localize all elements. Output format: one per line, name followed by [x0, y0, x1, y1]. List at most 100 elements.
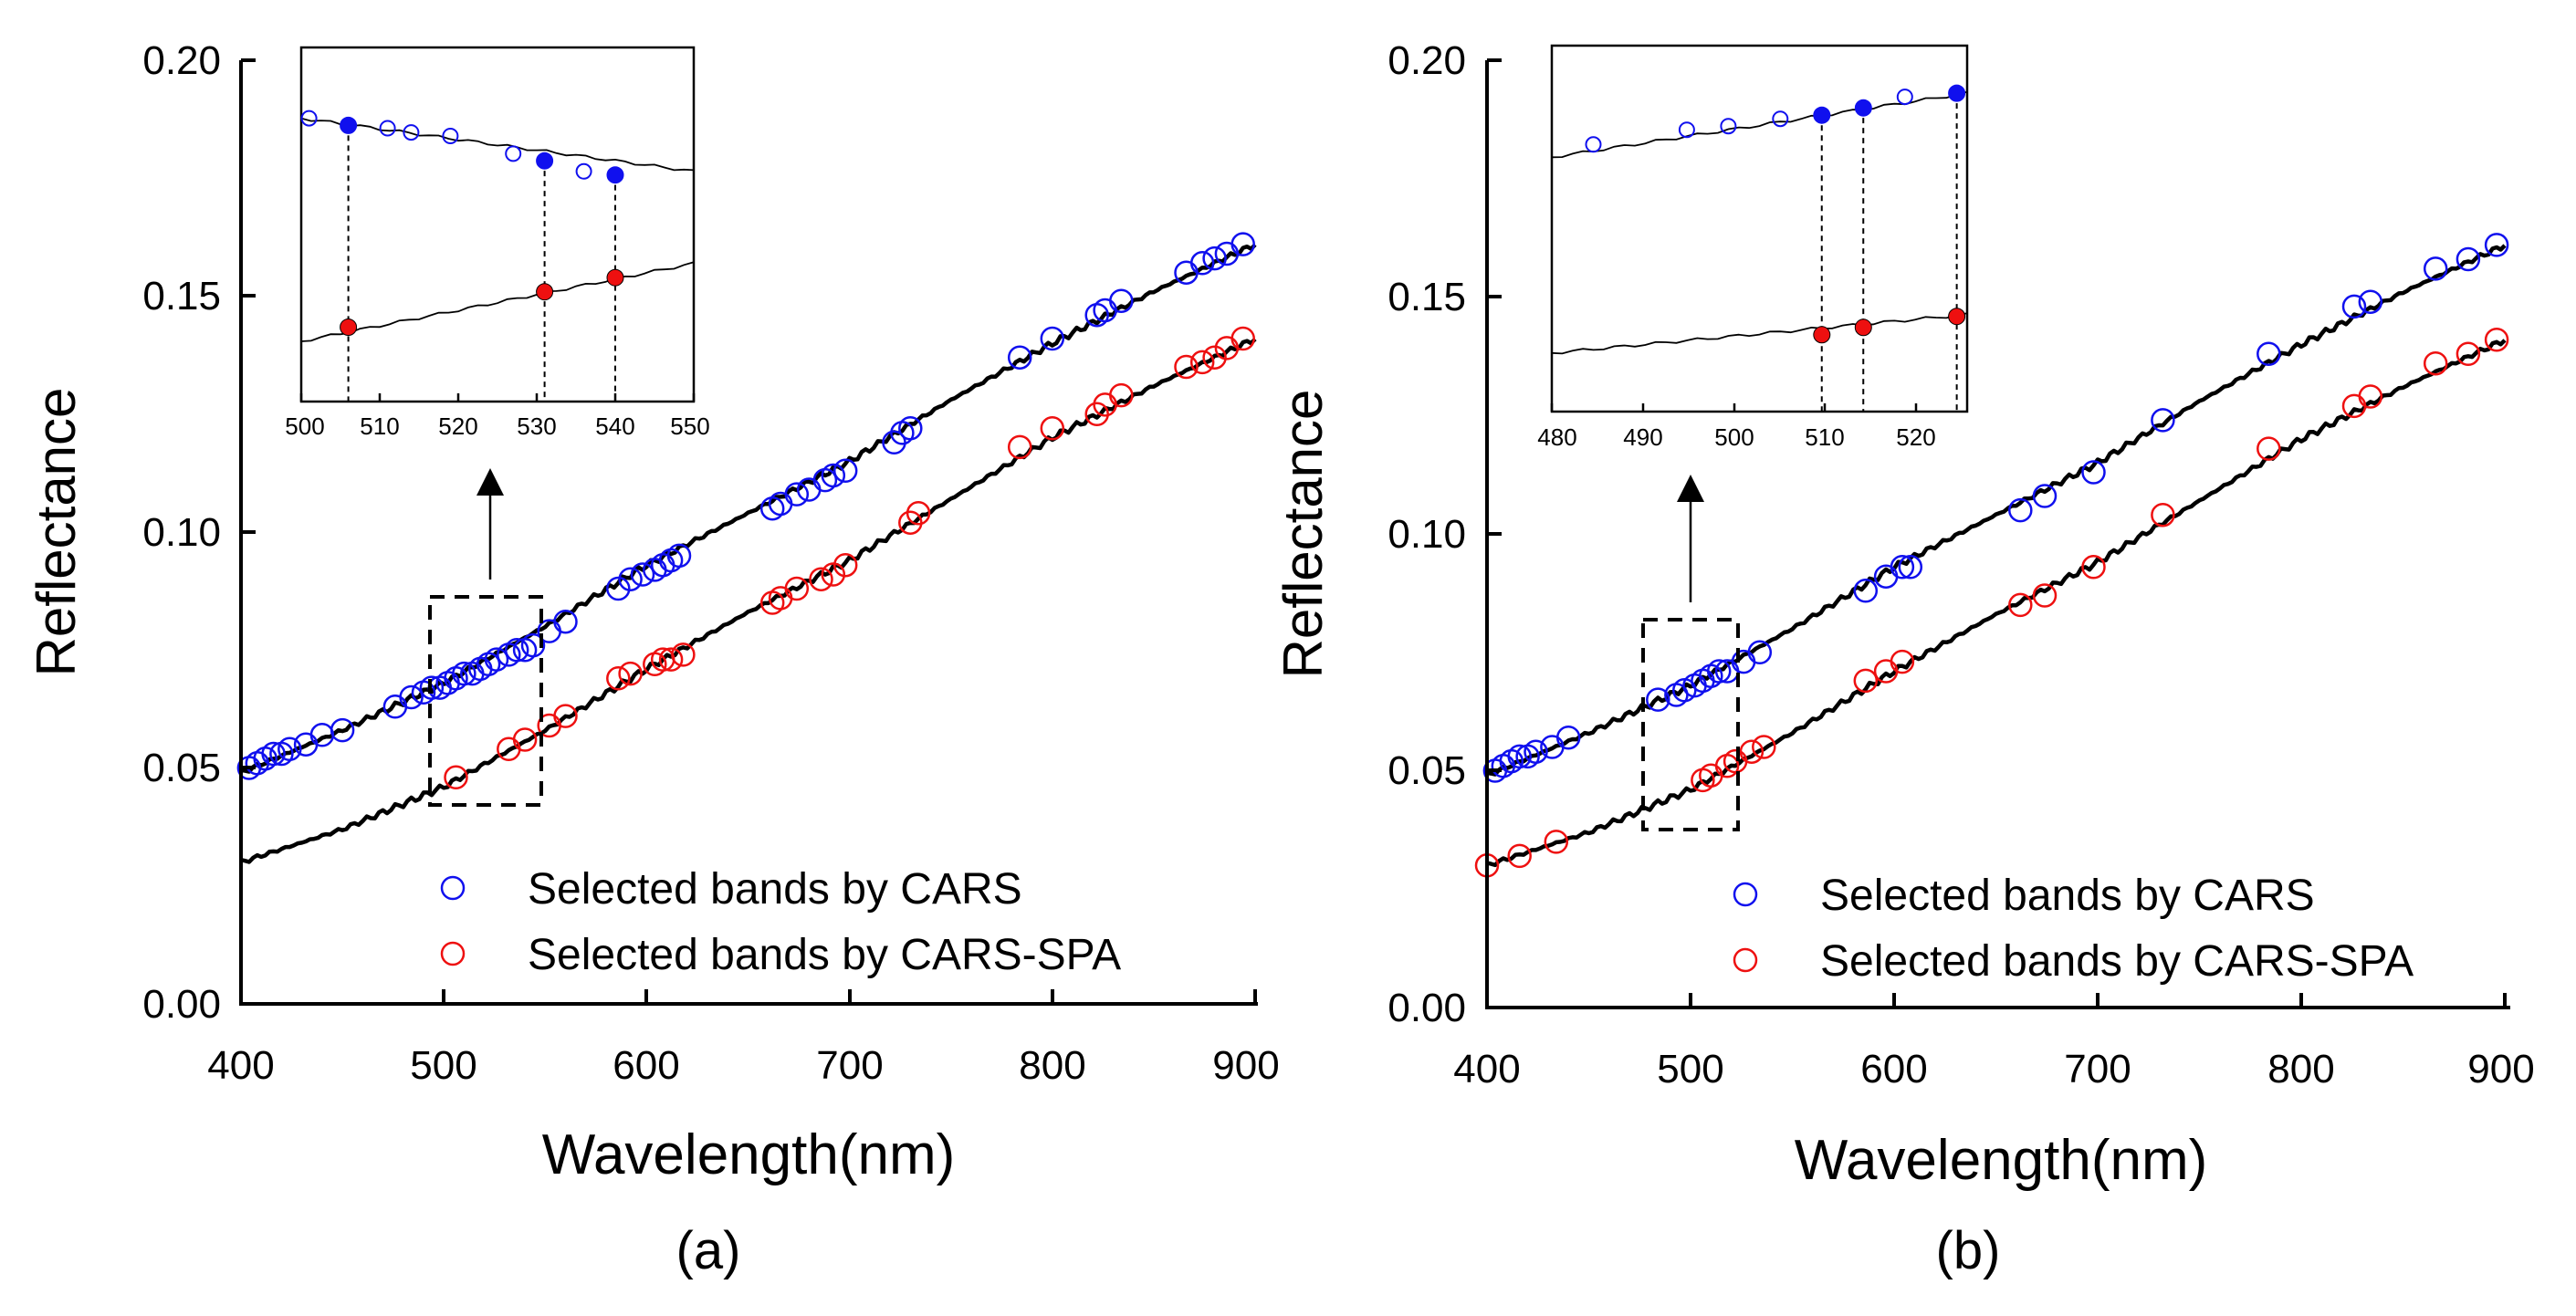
panel-b-xtick-label: 700 — [2064, 1047, 2131, 1091]
legend-cars-marker — [1733, 882, 1758, 907]
panel-b-cars-spa-point — [2456, 341, 2481, 367]
panel-b-cars-point — [2081, 460, 2106, 485]
panel-a-legend: Selected bands by CARS Selected bands by… — [440, 865, 1121, 979]
panel-a-inset-frame — [299, 46, 696, 403]
panel-a-cars-spa-point — [1189, 350, 1215, 375]
panel-a-cars-point — [832, 458, 858, 484]
panel-a-label: (a) — [676, 1221, 741, 1280]
panel-a-cars-point — [330, 717, 355, 743]
panel-b-cars-point — [2008, 497, 2033, 523]
panel-a-cars-spa-point — [1040, 416, 1065, 441]
panel-b-cars-point — [1555, 725, 1581, 750]
panel-b: 0.00 0.05 0.10 0.15 0.20 400 500 600 700… — [1272, 38, 2535, 1280]
panel-b-cars-point — [1747, 640, 1773, 665]
panel-a-cars-spa-point — [658, 647, 684, 672]
legend-cars-spa-label: Selected bands by CARS-SPA — [1820, 937, 2414, 986]
panel-b-cars-point — [2423, 256, 2448, 281]
panel-a-cars-spa-point — [832, 552, 858, 578]
panel-b-inset-cars-selected-point — [1854, 99, 1872, 117]
panel-b-cars-spa-point — [1739, 739, 1764, 764]
panel-a-inset-cars-point — [442, 128, 459, 144]
panel-a-inset-ticks — [299, 393, 696, 402]
panel-b-legend: Selected bands by CARS Selected bands by… — [1733, 872, 2414, 986]
panel-a-zoom-box — [428, 595, 543, 807]
panel-a-cars-spa-point — [618, 661, 643, 686]
panel-a-inset-cars-point — [379, 120, 396, 137]
panel-b-cars-spa-point — [2341, 393, 2367, 419]
panel-b-inset-cars-selected-point — [1948, 84, 1966, 102]
legend-cars-marker — [440, 875, 466, 901]
panel-b-ytick-label: 0.00 — [1387, 986, 1466, 1030]
panel-a-cars-spa-point — [1093, 392, 1117, 417]
panel-a-inset-plot — [300, 110, 695, 402]
panel-a-cars-point — [1230, 232, 1255, 256]
legend-cars-label: Selected bands by CARS — [1820, 872, 2315, 920]
panel-a-cars-point — [1093, 298, 1117, 323]
panel-b-cars-point — [2484, 233, 2509, 257]
panel-a-cars-point — [504, 638, 529, 663]
panel-b-cars-point — [1524, 739, 1548, 764]
panel-b-xtick-label: 600 — [1860, 1047, 1927, 1091]
panel-b-cars-point — [1898, 555, 1923, 580]
panel-a-cars-point — [821, 463, 846, 488]
panel-a-ytick-label: 0.20 — [142, 38, 221, 83]
panel-b-cars-spa-point — [2151, 502, 2175, 527]
panel-b-inset-plot — [1551, 84, 1968, 412]
panel-b-xtick-label: 800 — [2267, 1047, 2334, 1091]
panel-b-ylabel: Reflectance — [1272, 390, 1334, 679]
panel-b-cars-point — [1706, 659, 1732, 684]
panel-b-cars-point — [2358, 289, 2383, 314]
legend-cars-label: Selected bands by CARS — [528, 865, 1022, 914]
panel-a-cars-spa-point — [1084, 402, 1109, 427]
panel-b-cars-point — [1507, 744, 1532, 769]
panel-a-inset-xtick-label: 520 — [438, 413, 477, 440]
panel-a-cars-spa-point — [671, 642, 696, 667]
panel-a-cars-spa-point — [1174, 354, 1199, 380]
panel-b-inset-spectrum-upper — [1551, 90, 1968, 159]
panel-a-cars-point — [630, 562, 655, 587]
panel-b-x-ticks — [1485, 993, 2507, 1008]
panel-b-inset-cars-spa-point — [1948, 308, 1966, 326]
panel-a-xtick-label: 900 — [1212, 1043, 1279, 1088]
panel-a-cars-point — [419, 675, 445, 700]
panel-a-cars-point — [606, 576, 631, 601]
panel-a-inset-cars-point — [575, 162, 592, 180]
panel-b-ytick-label: 0.15 — [1387, 275, 1466, 319]
panel-b-inset-xtick-label: 510 — [1805, 423, 1844, 451]
panel-b-cars-point — [2032, 484, 2058, 508]
panel-b-inset-ticks — [1550, 403, 1918, 412]
legend-cars-spa-marker — [440, 941, 466, 966]
panel-b-zoom-box — [1641, 618, 1740, 831]
panel-a-cars-spa-point — [1007, 434, 1032, 460]
panel-a-cars-spa-point — [906, 501, 931, 526]
panel-a-spectrum-upper — [240, 243, 1257, 774]
panel-b-cars-point — [1890, 555, 1915, 580]
panel-a-cars-spa-point — [1109, 382, 1134, 408]
panel-a-cars-spa-point — [444, 765, 468, 790]
panel-a-cars-point — [618, 567, 643, 591]
panel-a-cars-point — [898, 416, 923, 441]
panel-b-cars-point — [1646, 687, 1670, 712]
panel-b-inset-cars-point — [1678, 121, 1695, 139]
panel-b-spectrum-upper — [1486, 244, 2507, 777]
legend-cars-spa-label: Selected bands by CARS-SPA — [528, 931, 1121, 979]
panel-a-inset-cars-point — [300, 110, 318, 127]
panel-a-ytick-label: 0.10 — [142, 510, 221, 555]
panel-a-cars-point — [277, 736, 302, 762]
panel-b-cars-point — [1853, 579, 1879, 603]
panel-a-inset-xtick-label: 530 — [517, 413, 556, 440]
panel-b-inset-cars-selected-point — [1813, 106, 1831, 124]
panel-b-xtick-label: 900 — [2467, 1047, 2534, 1091]
panel-b-xtick-label: 500 — [1657, 1047, 1723, 1091]
panel-a-inset-cars-selected-point — [340, 116, 358, 134]
panel-a-xtick-label: 600 — [613, 1043, 679, 1088]
panel-b-cars-point — [2341, 294, 2367, 319]
panel-b-inset: 480 490 500 510 520 — [1537, 44, 1969, 451]
panel-a-cars-point — [812, 467, 838, 493]
panel-a-inset-spectrum-upper — [300, 117, 695, 172]
panel-a-cars-point — [444, 666, 468, 691]
panel-a-inset-xtick-label: 540 — [595, 413, 634, 440]
panel-b-ytick-label: 0.05 — [1387, 748, 1466, 793]
panel-a-cars-point — [1040, 326, 1065, 351]
panel-b-cars-spa-point — [1752, 735, 1776, 759]
